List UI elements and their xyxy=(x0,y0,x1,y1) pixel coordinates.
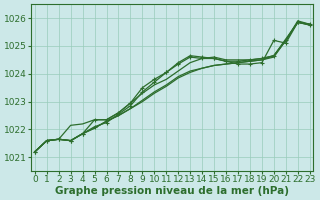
X-axis label: Graphe pression niveau de la mer (hPa): Graphe pression niveau de la mer (hPa) xyxy=(55,186,289,196)
